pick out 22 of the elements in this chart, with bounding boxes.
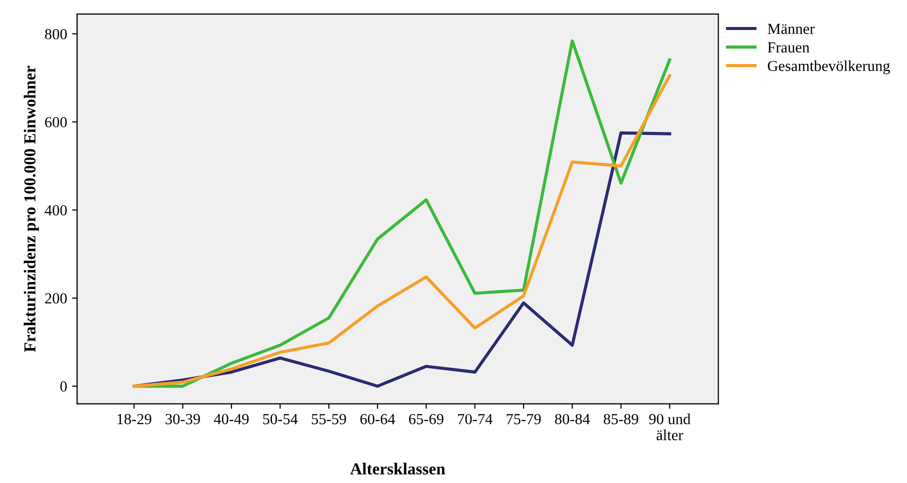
x-tick-label: 65-69	[409, 414, 444, 424]
y-tick-label: 800	[45, 28, 67, 40]
legend-label: Gesamtbevölkerung	[768, 60, 890, 74]
x-tick-label: 70-74	[458, 414, 492, 424]
x-tick-label: 50-54	[263, 414, 298, 424]
x-tick-label: 55-59	[312, 414, 346, 424]
x-tick-label: 40-49	[214, 414, 249, 424]
legend-label: Männer	[768, 24, 815, 34]
x-axis-title: Altersklassen	[350, 462, 446, 475]
x-tick-label: 85-89	[604, 414, 638, 424]
y-tick-label: 200	[45, 293, 67, 304]
x-tick-label: 90 und älter	[649, 414, 690, 440]
y-axis-title: Frakturinzidenz pro 100.000 Einwohner	[24, 66, 39, 352]
x-tick-label: 75-79	[506, 414, 541, 424]
x-tick-label: 80-84	[555, 414, 590, 424]
legend-label: Frauen	[768, 42, 810, 53]
y-tick-label: 600	[45, 117, 67, 128]
x-tick-label: 18-29	[118, 414, 152, 424]
x-tick-label: 60-64	[360, 414, 396, 424]
y-tick-label: 400	[44, 205, 67, 216]
x-tick-label: 30-39	[166, 414, 200, 424]
y-tick-label: 0	[60, 381, 67, 392]
